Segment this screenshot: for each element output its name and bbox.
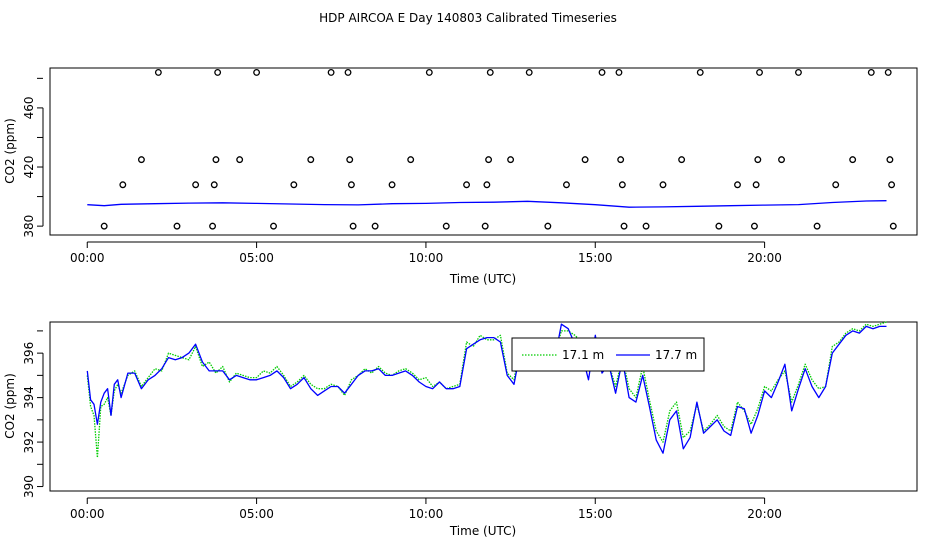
data-point xyxy=(253,68,261,76)
x-tick-label: 10:00 xyxy=(409,251,444,265)
x-tick-label: 15:00 xyxy=(578,251,613,265)
data-point xyxy=(388,181,396,189)
data-point xyxy=(888,181,896,189)
x-tick-label: 05:00 xyxy=(239,251,274,265)
plot-frame-bottom xyxy=(49,321,918,492)
data-point xyxy=(407,156,415,164)
data-point xyxy=(347,181,355,189)
data-point xyxy=(752,181,760,189)
series-line-17-7-m xyxy=(86,323,887,454)
data-point xyxy=(212,156,220,164)
y-tick-label: 396 xyxy=(22,342,36,365)
data-point xyxy=(544,222,552,230)
x-tick-label: 20:00 xyxy=(747,507,782,521)
data-point xyxy=(214,68,222,76)
data-point xyxy=(344,68,352,76)
x-tick-label: 20:00 xyxy=(747,251,782,265)
data-point xyxy=(734,181,741,189)
y-tick-label: 392 xyxy=(22,431,36,454)
x-axis-bottom: 00:00 05:00 10:00 15:00 20:00 xyxy=(70,497,782,521)
y-tick-label: 460 xyxy=(22,96,36,119)
x-axis-top: 00:00 05:00 10:00 15:00 20:00 xyxy=(70,241,782,265)
data-point xyxy=(563,181,570,189)
data-point xyxy=(327,68,335,76)
x-tick-label: 15:00 xyxy=(578,507,613,521)
figure-title: HDP AIRCOA E Day 140803 Calibrated Times… xyxy=(319,11,617,25)
data-point xyxy=(483,181,491,189)
legend-label-17-7: 17.7 m xyxy=(655,348,697,362)
series-line-17-1-m xyxy=(86,321,887,459)
data-point xyxy=(425,68,433,76)
data-point xyxy=(620,222,628,230)
data-point xyxy=(813,222,821,230)
marks-bottom xyxy=(86,321,887,459)
data-point xyxy=(678,156,686,164)
x-axis-label-top: Time (UTC) xyxy=(449,272,516,286)
marks-top xyxy=(87,68,897,230)
x-tick-label: 00:00 xyxy=(70,507,105,521)
data-point xyxy=(617,156,625,164)
data-point xyxy=(615,68,623,76)
data-point xyxy=(346,156,354,164)
y-tick-label: 394 xyxy=(22,386,36,409)
data-point xyxy=(137,156,145,164)
data-point xyxy=(778,156,785,164)
data-point xyxy=(209,222,217,230)
data-point xyxy=(154,68,162,76)
legend: 17.1 m 17.7 m xyxy=(511,337,705,372)
data-point xyxy=(349,222,357,230)
data-point xyxy=(867,68,875,76)
panel-bottom: 00:00 05:00 10:00 15:00 20:00 390 392 394 396 T… xyxy=(3,321,918,538)
data-point xyxy=(173,222,181,230)
data-point xyxy=(371,222,379,230)
data-point xyxy=(889,222,897,230)
y-axis-bottom: 390 392 394 396 xyxy=(22,330,44,498)
data-point xyxy=(849,156,857,164)
x-axis-label-bottom: Time (UTC) xyxy=(449,524,516,538)
data-point xyxy=(795,68,802,76)
data-point xyxy=(618,181,626,189)
data-point xyxy=(525,68,533,76)
data-point xyxy=(715,222,723,230)
data-point xyxy=(756,68,763,76)
x-tick-label: 05:00 xyxy=(239,507,274,521)
data-point xyxy=(236,156,244,164)
y-tick-label: 380 xyxy=(22,215,36,238)
data-point xyxy=(481,222,489,230)
data-point xyxy=(119,181,127,189)
y-axis-label-top: CO2 (ppm) xyxy=(3,118,17,184)
panel-top: 00:00 05:00 10:00 15:00 20:00 380 420 460 Time… xyxy=(3,67,918,286)
data-point xyxy=(750,222,758,230)
data-point xyxy=(884,68,892,76)
data-point xyxy=(290,181,298,189)
x-tick-label: 00:00 xyxy=(70,251,105,265)
data-point xyxy=(463,181,471,189)
data-point xyxy=(270,222,277,230)
data-point xyxy=(581,156,589,164)
data-point xyxy=(598,68,606,76)
data-point xyxy=(507,156,515,164)
data-point xyxy=(486,68,494,76)
data-point xyxy=(659,181,667,189)
y-tick-label: 390 xyxy=(22,475,36,498)
data-point xyxy=(192,181,200,189)
x-tick-label: 10:00 xyxy=(409,507,444,521)
data-point xyxy=(485,156,493,164)
data-point xyxy=(832,181,840,189)
data-point xyxy=(886,156,894,164)
y-axis-label-bottom: CO2 (ppm) xyxy=(3,373,17,439)
data-point xyxy=(100,222,108,230)
data-point xyxy=(210,181,218,189)
data-point xyxy=(307,156,315,164)
legend-label-17-1: 17.1 m xyxy=(562,348,604,362)
data-point xyxy=(442,222,450,230)
y-axis-top: 380 420 460 xyxy=(22,77,44,238)
data-point xyxy=(696,68,704,76)
plot-frame-top xyxy=(49,67,918,236)
y-tick-label: 420 xyxy=(22,156,36,179)
data-point xyxy=(642,222,650,230)
series-line-1 xyxy=(87,200,887,208)
data-point xyxy=(754,156,762,164)
